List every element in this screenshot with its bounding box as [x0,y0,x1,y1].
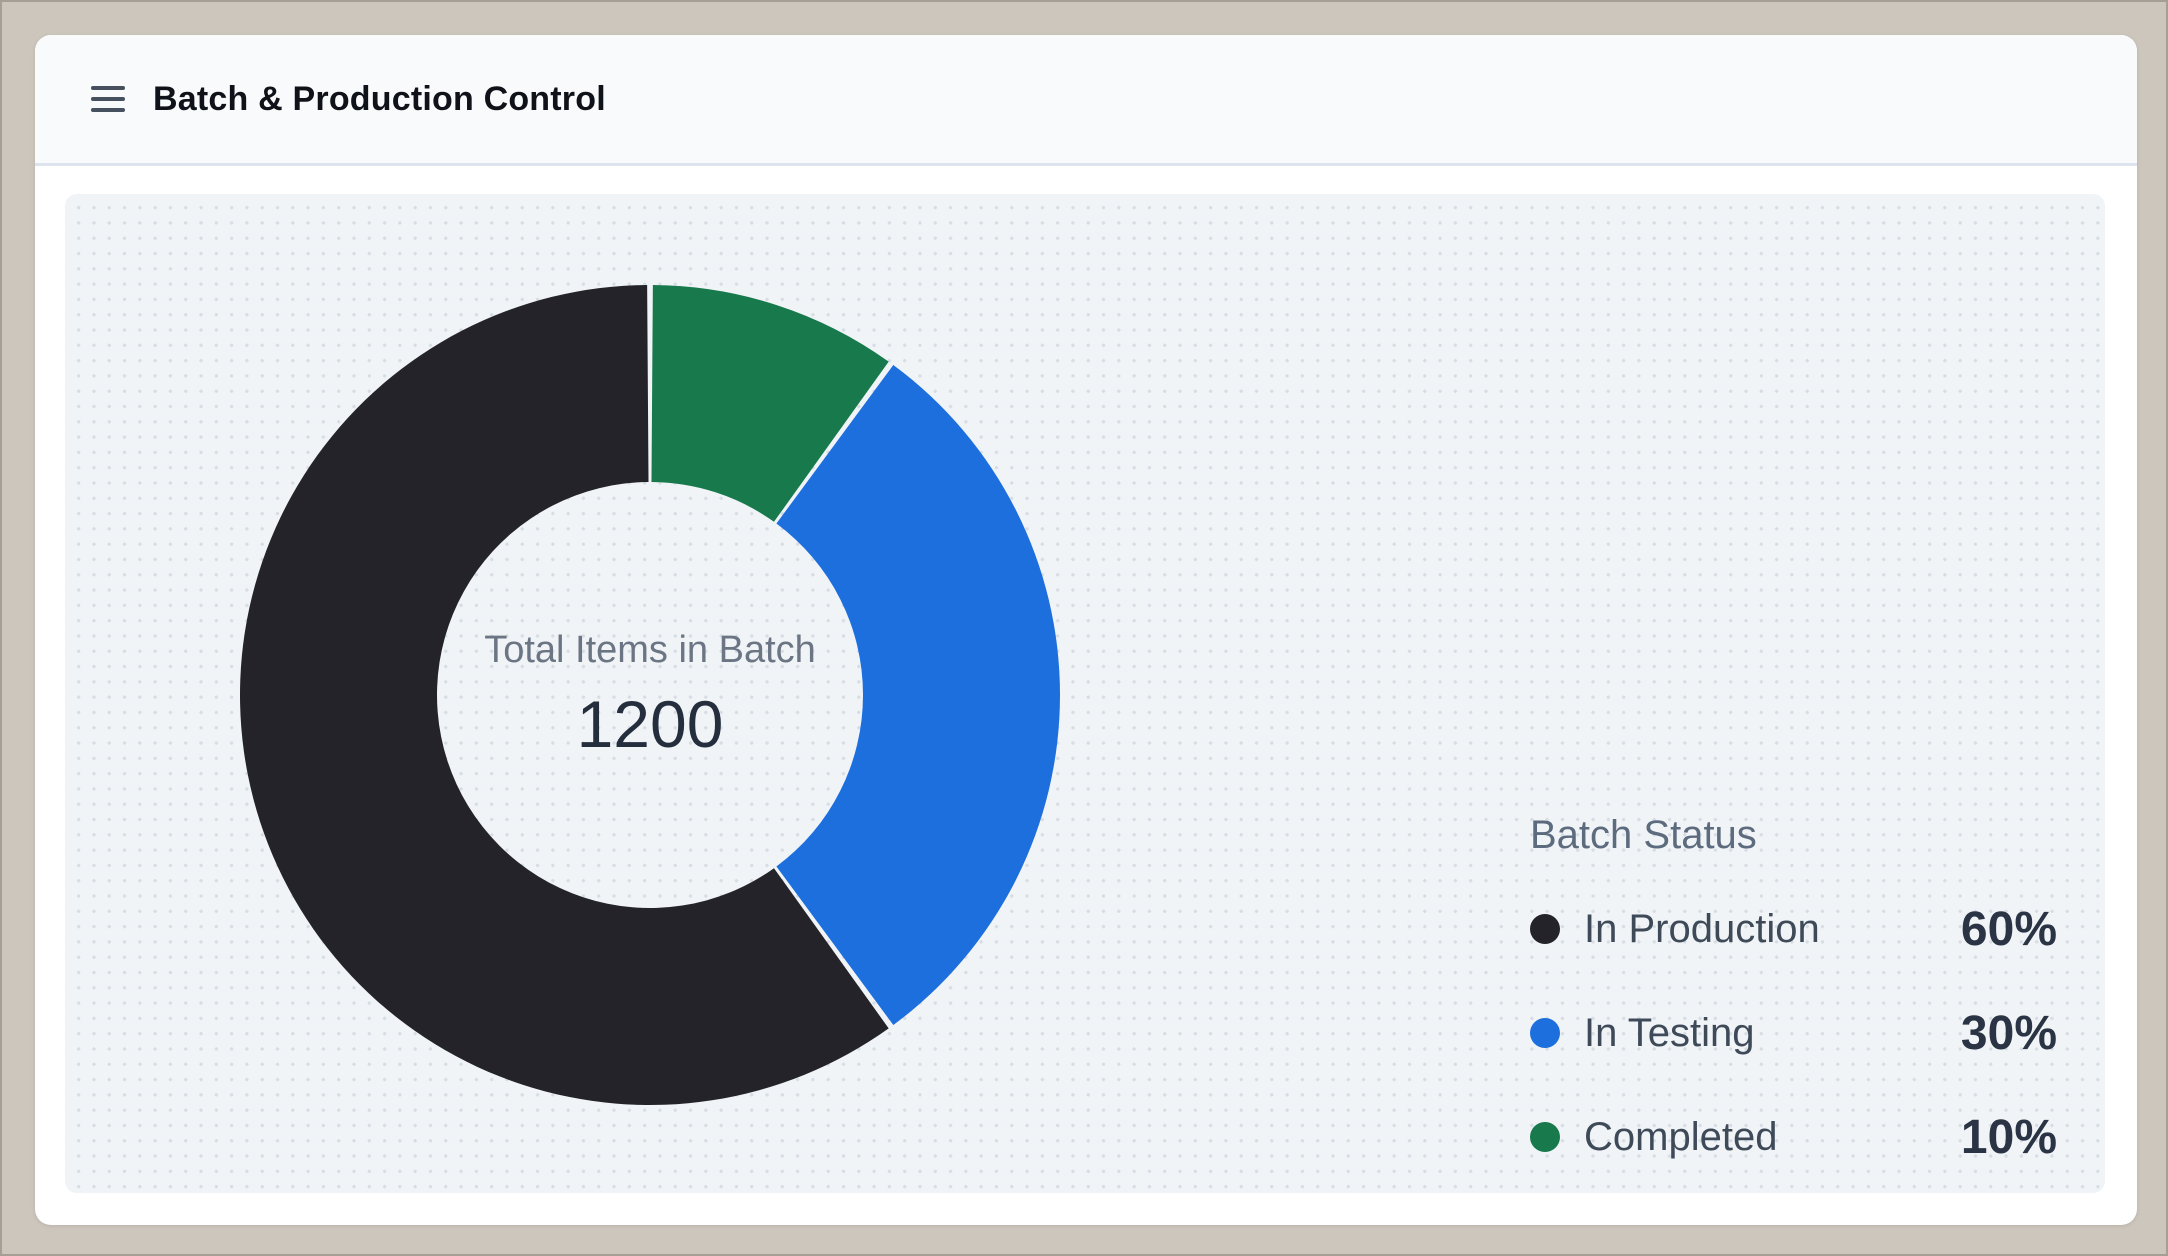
legend-title: Batch Status [1530,813,1757,857]
legend-color-dot-icon [1530,1122,1560,1152]
legend-item-percent: 30% [1960,1006,2057,1060]
legend-item[interactable]: Completed 10% [1530,1109,2057,1165]
legend-item-label: In Testing [1584,1010,1755,1055]
legend-rows: In Production 60% In Testing 30% Complet… [1530,901,2057,1165]
page-title: Batch & Production Control [153,79,606,118]
chart-legend: Batch Status In Production 60% In Testin… [1530,812,2057,1213]
app-header: Batch & Production Control [35,35,2137,166]
donut-segment-in-testing[interactable] [776,364,1060,1026]
donut-chart: Total Items in Batch 1200 [238,283,1062,1107]
legend-item-percent: 10% [1960,1110,2057,1164]
legend-item-label: Completed [1584,1114,1778,1159]
chart-panel: Total Items in Batch 1200 Batch Status I… [65,194,2105,1193]
donut-chart-svg [240,285,1060,1105]
legend-item-label: In Production [1584,906,1820,951]
donut-segment-in-production[interactable] [240,285,889,1105]
legend-item-percent: 60% [1960,902,2057,956]
hamburger-menu-icon[interactable] [91,86,125,112]
legend-item[interactable]: In Production 60% [1530,901,2057,957]
legend-color-dot-icon [1530,914,1560,944]
legend-color-dot-icon [1530,1018,1560,1048]
app-window: Batch & Production Control Total Items i… [35,35,2137,1225]
donut-segment-completed[interactable] [651,285,889,522]
legend-item[interactable]: In Testing 30% [1530,1005,2057,1061]
